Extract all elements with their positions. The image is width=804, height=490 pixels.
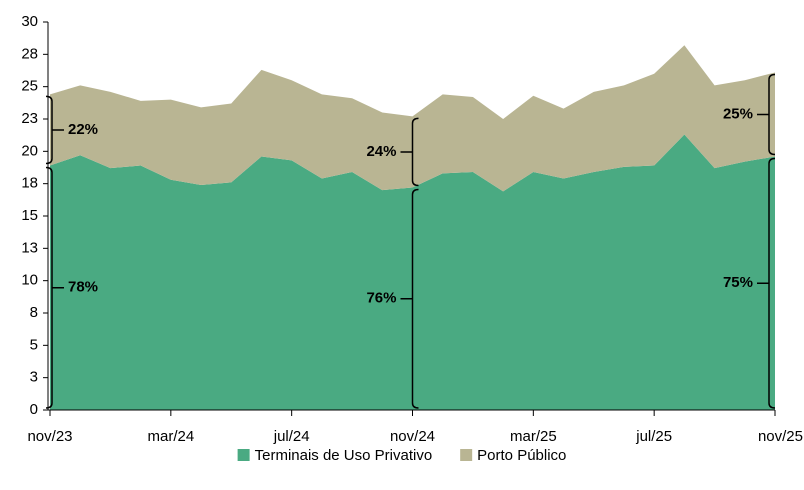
annotation: 78% (68, 279, 98, 296)
annotation: 22% (68, 121, 98, 138)
bracket (757, 157, 776, 409)
y-tick-label: 20 (21, 142, 38, 159)
y-tick-label: 28 (21, 45, 38, 62)
y-tick-label: 30 (21, 13, 38, 30)
annotation: 25% (723, 105, 753, 122)
legend-swatch (460, 449, 473, 461)
y-tick-label: 0 (30, 401, 38, 418)
x-tick-label: jul/25 (635, 428, 672, 445)
bracket (45, 95, 64, 165)
legend-label: Porto Público (477, 447, 566, 464)
bracket (45, 166, 64, 409)
x-tick-label: nov/23 (27, 428, 72, 445)
annotation: 75% (723, 274, 753, 291)
area (50, 45, 775, 192)
y-tick-label: 8 (30, 304, 38, 321)
annotation: 76% (366, 290, 396, 307)
bracket (400, 117, 419, 187)
legend-label: Terminais de Uso Privativo (255, 447, 433, 464)
annotation: 24% (366, 143, 396, 160)
x-tick-label: nov/24 (390, 428, 435, 445)
y-tick-label: 23 (21, 110, 38, 127)
y-tick-label: 3 (30, 369, 38, 386)
x-tick-label: nov/25 (758, 428, 803, 445)
x-tick-label: mar/25 (510, 428, 557, 445)
y-tick-label: 25 (21, 78, 38, 95)
y-tick-label: 13 (21, 239, 38, 256)
legend-swatch (237, 449, 250, 461)
bracket (400, 188, 419, 409)
y-tick-label: 15 (21, 207, 38, 224)
bracket (757, 73, 776, 156)
y-tick-label: 18 (21, 175, 38, 192)
x-tick-label: mar/24 (147, 428, 194, 445)
y-tick-label: 5 (30, 336, 38, 353)
y-tick-label: 10 (21, 272, 38, 289)
x-tick-label: jul/24 (273, 428, 310, 445)
